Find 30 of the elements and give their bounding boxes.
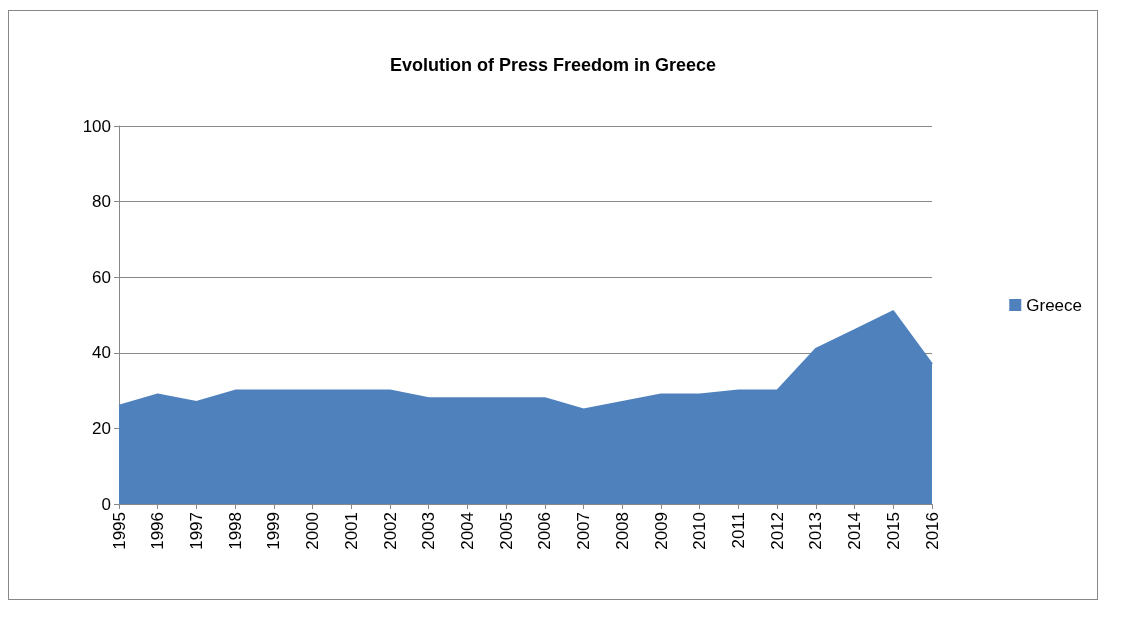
x-tick-label: 2004 <box>457 512 477 550</box>
x-tick-label: 2011 <box>728 512 748 549</box>
x-tick-label: 2013 <box>806 512 826 550</box>
y-tick-label: 60 <box>92 267 111 287</box>
x-tick-label: 2008 <box>612 512 632 550</box>
x-tick-label: 2014 <box>845 512 865 550</box>
y-tick-label: 100 <box>82 116 111 136</box>
x-tick-label: 1995 <box>109 512 129 550</box>
x-tick-label: 2012 <box>767 512 787 550</box>
x-tick-label: 1996 <box>148 512 168 550</box>
x-tick-label: 2005 <box>496 512 516 550</box>
legend-label: Greece <box>1026 295 1082 315</box>
x-tick-label: 1998 <box>225 512 245 550</box>
x-tick-label: 1997 <box>186 512 206 550</box>
x-tick-label: 2002 <box>380 512 400 550</box>
x-tick-label: 2015 <box>883 512 903 550</box>
y-tick-label: 80 <box>92 192 111 212</box>
x-tick-label: 2000 <box>303 512 323 550</box>
x-tick-label: 2001 <box>341 512 361 550</box>
y-tick-label: 40 <box>92 343 111 363</box>
x-tick-label: 2010 <box>690 512 710 550</box>
chart-title: Evolution of Press Freedom in Greece <box>389 55 717 75</box>
x-tick-label: 2006 <box>535 512 555 550</box>
x-tick-label: 2016 <box>922 512 942 550</box>
x-tick-label: 2009 <box>651 512 671 550</box>
y-tick-label: 20 <box>92 418 111 438</box>
x-tick-label: 2007 <box>574 512 594 550</box>
y-tick-label: 0 <box>101 494 111 514</box>
x-tick-label: 1999 <box>264 512 284 550</box>
x-tick-label: 2003 <box>419 512 439 550</box>
